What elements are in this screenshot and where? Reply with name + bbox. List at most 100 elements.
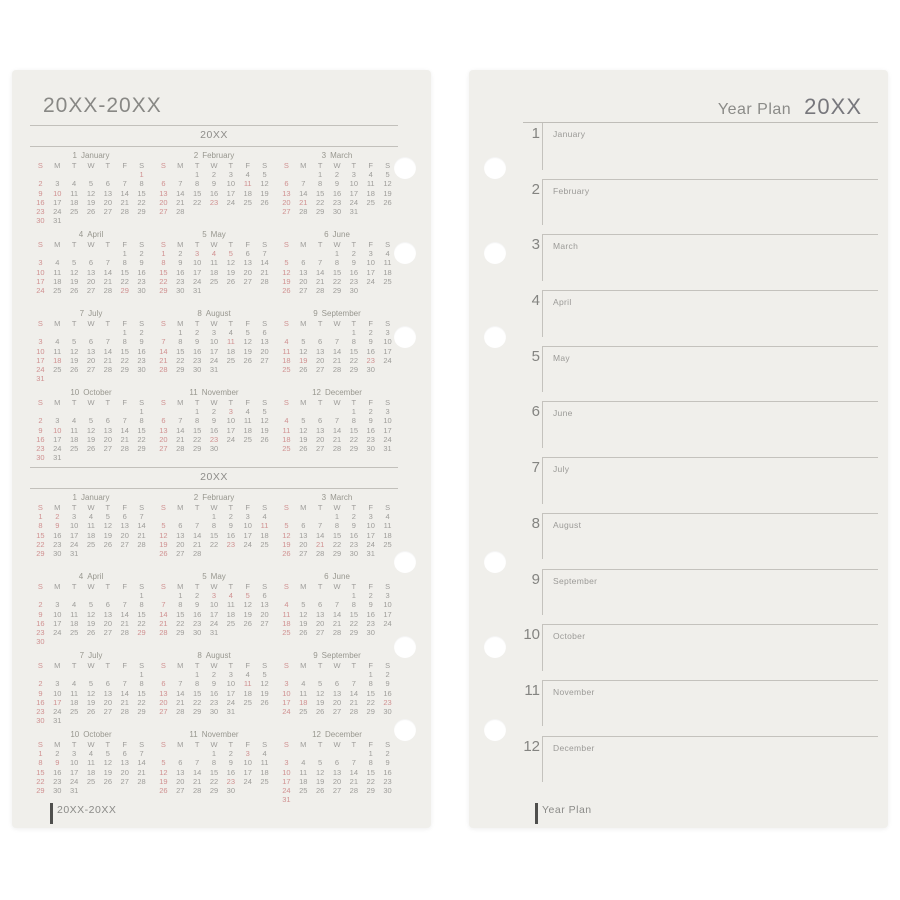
- date-cell: 19: [383, 188, 392, 198]
- date-cell: 5: [318, 758, 323, 768]
- empty-cell: [295, 749, 312, 758]
- day-header: T: [351, 319, 357, 328]
- date-cell: 7: [122, 600, 127, 610]
- date-cell: 25: [69, 627, 79, 637]
- mini-month-days: S M T W T F S 1 2 3 4 5 6 7 8 9 10 11 12 13 14 15 16 17 18 19 20 21…: [32, 319, 150, 383]
- day-header: W: [333, 582, 341, 591]
- date-cell: 30: [192, 627, 202, 637]
- date-cell: 17: [209, 609, 219, 619]
- row-writing-area: August: [542, 512, 878, 560]
- date-cell: 14: [349, 688, 359, 698]
- date-cell: 26: [299, 627, 308, 637]
- day-header: T: [228, 740, 234, 749]
- empty-cell: [312, 249, 329, 258]
- date-cell: 15: [137, 609, 146, 619]
- date-cell: 30: [209, 443, 219, 453]
- empty-cell: [329, 407, 346, 416]
- day-header: F: [368, 398, 373, 407]
- day-header: T: [317, 240, 323, 249]
- date-cell: 16: [36, 197, 45, 207]
- row-month-label: January: [553, 129, 586, 139]
- date-cell: 5: [301, 337, 306, 347]
- date-cell: 15: [366, 688, 375, 698]
- date-cell: 11: [299, 688, 308, 698]
- date-cell: 7: [351, 679, 356, 689]
- date-cell: 6: [105, 600, 110, 610]
- date-cell: 9: [368, 337, 373, 347]
- empty-cell: [66, 328, 83, 337]
- date-cell: 20: [86, 355, 96, 365]
- row-month-label: March: [553, 241, 579, 252]
- date-cell: 10: [209, 600, 219, 610]
- date-cell: 12: [315, 767, 325, 777]
- year-plan-row-february: 2 February: [523, 178, 878, 226]
- mini-month-october: 10 October S M T W T F S 1 2 3 4 5 6 7 8 9 10 11 12 13 14 15 16…: [32, 388, 150, 463]
- date-cell: 12: [226, 258, 236, 268]
- date-cell: 22: [36, 776, 45, 786]
- day-header: S: [385, 319, 391, 328]
- mini-month-june: 6 June S M T W T F S 1 2 3 4 5 6 7 8 9 10 11 12 13 14 15 16 17 18…: [278, 572, 396, 647]
- empty-cell: [172, 170, 189, 179]
- date-cell: 5: [72, 337, 77, 347]
- date-cell: 8: [139, 600, 144, 610]
- date-cell: 8: [122, 337, 127, 347]
- date-cell: 21: [315, 276, 325, 286]
- date-cell: 29: [120, 285, 129, 295]
- day-header: M: [177, 503, 184, 512]
- date-cell: 25: [53, 364, 62, 374]
- date-cell: 26: [383, 197, 392, 207]
- date-cell: 3: [72, 512, 77, 522]
- day-header: M: [300, 398, 307, 407]
- date-cell: 3: [368, 512, 373, 522]
- date-cell: 27: [103, 627, 113, 637]
- year-divider: [30, 146, 398, 147]
- date-cell: 5: [284, 258, 289, 268]
- row-writing-area: September: [542, 568, 878, 615]
- date-cell: 21: [299, 197, 308, 207]
- date-cell: 21: [159, 355, 168, 365]
- date-cell: 28: [192, 548, 202, 558]
- empty-cell: [329, 328, 346, 337]
- date-cell: 9: [195, 600, 200, 610]
- mini-month-days: S M T W T F S 1 2 3 4 5 6 7 8 9 10 11 12 13 14 15 16 17 18 19 20 21…: [155, 503, 273, 558]
- date-cell: 22: [176, 355, 185, 365]
- date-cell: 16: [366, 346, 375, 356]
- date-cell: 5: [88, 679, 94, 689]
- date-cell: 6: [161, 179, 166, 189]
- date-cell: 22: [349, 618, 359, 628]
- date-cell: 30: [192, 364, 202, 374]
- date-cell: 28: [120, 443, 129, 453]
- date-cell: 28: [315, 548, 325, 558]
- date-cell: 11: [70, 188, 79, 198]
- date-cell: 4: [245, 670, 250, 680]
- date-cell: 26: [103, 776, 113, 786]
- date-cell: 11: [53, 267, 62, 277]
- empty-cell: [83, 670, 100, 679]
- date-cell: 14: [137, 758, 146, 768]
- date-cell: 6: [105, 679, 110, 689]
- date-cell: 9: [351, 521, 356, 531]
- date-cell: 3: [72, 749, 77, 759]
- date-cell: 26: [226, 276, 236, 286]
- day-header: S: [385, 503, 391, 512]
- date-cell: 3: [38, 258, 43, 268]
- punch-hole: [484, 551, 506, 573]
- date-cell: 13: [260, 337, 269, 347]
- date-cell: 27: [159, 443, 168, 453]
- date-cell: 17: [282, 776, 291, 786]
- day-header: W: [210, 661, 218, 670]
- date-cell: 27: [86, 285, 96, 295]
- date-cell: 1: [178, 591, 183, 601]
- date-cell: 29: [137, 443, 146, 453]
- empty-cell: [189, 749, 206, 758]
- day-header: T: [228, 503, 234, 512]
- date-cell: 23: [366, 618, 375, 628]
- date-cell: 29: [315, 206, 325, 216]
- row-number: 1: [531, 125, 540, 142]
- day-header: S: [283, 661, 289, 670]
- day-header: T: [194, 503, 200, 512]
- date-cell: 21: [120, 697, 129, 707]
- date-cell: 9: [368, 416, 373, 426]
- date-cell: 4: [284, 600, 289, 610]
- day-header: M: [177, 161, 184, 170]
